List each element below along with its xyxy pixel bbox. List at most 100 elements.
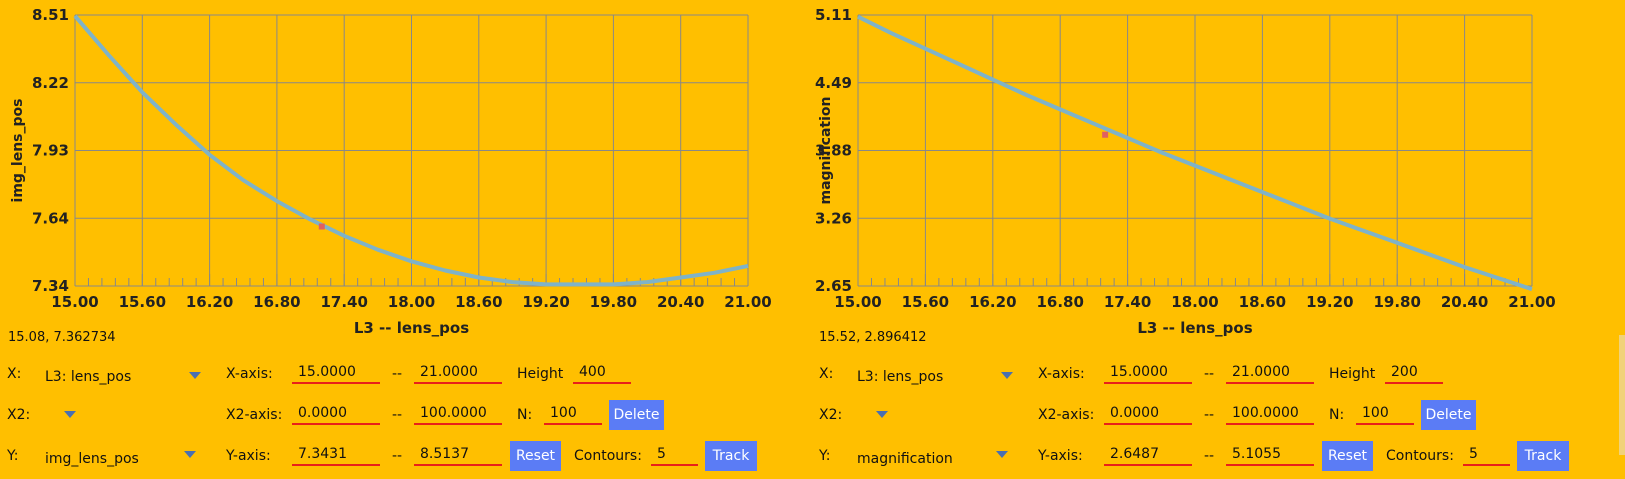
range-dash: -- bbox=[392, 366, 403, 382]
x-tick-label: 17.40 bbox=[320, 293, 367, 311]
y-select-value[interactable]: img_lens_pos bbox=[45, 451, 139, 467]
y-tick-label: 3.26 bbox=[815, 209, 852, 227]
x-tick-label: 21.00 bbox=[724, 293, 771, 311]
yaxis-label: Y-axis: bbox=[1038, 448, 1083, 464]
x-tick-label: 20.40 bbox=[1441, 293, 1488, 311]
x-tick-label: 20.40 bbox=[657, 293, 704, 311]
n-input[interactable]: 100 bbox=[544, 405, 602, 425]
yaxis-min-input[interactable]: 2.6487 bbox=[1104, 446, 1192, 466]
x-select-value[interactable]: L3: lens_pos bbox=[857, 369, 944, 385]
series-line bbox=[73, 14, 749, 287]
y-axis-label: img_lens_pos bbox=[10, 99, 26, 203]
range-dash: -- bbox=[392, 407, 403, 423]
reset-button[interactable]: Reset bbox=[510, 441, 561, 471]
img-lens-pos-chart[interactable]: 15.00 15.60 16.20 16.80 17.40 18.00 18.60 19.20… bbox=[0, 0, 790, 350]
x-select-value[interactable]: L3: lens_pos bbox=[45, 369, 132, 385]
n-input[interactable]: 100 bbox=[1356, 405, 1414, 425]
range-dash: -- bbox=[1204, 366, 1215, 382]
height-label: Height bbox=[1329, 366, 1376, 382]
y-select-chevron-down-icon[interactable] bbox=[996, 451, 1008, 458]
y-tick-label: 2.65 bbox=[815, 277, 852, 295]
series-line bbox=[857, 14, 1533, 292]
y-tick-label: 7.34 bbox=[32, 277, 69, 295]
x2axis-min-input[interactable]: 0.0000 bbox=[292, 405, 380, 425]
delete-button[interactable]: Delete bbox=[1421, 400, 1476, 430]
magnification-chart[interactable]: 15.00 15.60 16.20 16.80 17.40 18.00 18.60 19.20… bbox=[812, 0, 1602, 350]
y-tick-label: 7.64 bbox=[32, 209, 69, 227]
x-tick-label: 18.60 bbox=[1239, 293, 1286, 311]
yaxis-label: Y-axis: bbox=[226, 448, 271, 464]
xaxis-max-input[interactable]: 21.0000 bbox=[1226, 364, 1314, 384]
y-select-value[interactable]: magnification bbox=[857, 451, 953, 467]
x-tick-label: 16.80 bbox=[1036, 293, 1083, 311]
x-tick-label: 19.80 bbox=[1373, 293, 1420, 311]
y-tick-label: 8.51 bbox=[32, 6, 69, 24]
y-select-chevron-down-icon[interactable] bbox=[184, 451, 196, 458]
xaxis-min-input[interactable]: 15.0000 bbox=[1104, 364, 1192, 384]
x2axis-label: X2-axis: bbox=[226, 407, 283, 423]
y-tick-label: 3.88 bbox=[815, 142, 852, 160]
range-dash: -- bbox=[1204, 407, 1215, 423]
x-select-label: X: bbox=[7, 366, 22, 382]
vertical-scrollbar[interactable] bbox=[1619, 335, 1625, 455]
n-label: N: bbox=[517, 407, 533, 423]
x-tick-label: 19.80 bbox=[590, 293, 637, 311]
x2axis-max-input[interactable]: 100.0000 bbox=[1226, 405, 1314, 425]
yaxis-max-input[interactable]: 5.1055 bbox=[1226, 446, 1314, 466]
track-button[interactable]: Track bbox=[1517, 441, 1569, 471]
y-tick-label: 7.93 bbox=[32, 142, 69, 160]
y-tick-label: 5.11 bbox=[815, 6, 852, 24]
yaxis-max-input[interactable]: 8.5137 bbox=[414, 446, 502, 466]
x-axis-label: L3 -- lens_pos bbox=[354, 319, 469, 337]
x2-select-label: X2: bbox=[7, 407, 31, 423]
x2axis-label: X2-axis: bbox=[1038, 407, 1095, 423]
x-select-chevron-down-icon[interactable] bbox=[1001, 372, 1013, 379]
y-select-label: Y: bbox=[7, 448, 19, 464]
xaxis-min-input[interactable]: 15.0000 bbox=[292, 364, 380, 384]
height-label: Height bbox=[517, 366, 564, 382]
contours-label: Contours: bbox=[574, 448, 642, 464]
x2-select-label: X2: bbox=[819, 407, 843, 423]
range-dash: -- bbox=[1204, 448, 1215, 464]
x-select-label: X: bbox=[819, 366, 834, 382]
delete-button[interactable]: Delete bbox=[609, 400, 664, 430]
x2axis-min-input[interactable]: 0.0000 bbox=[1104, 405, 1192, 425]
range-dash: -- bbox=[392, 448, 403, 464]
x-select-chevron-down-icon[interactable] bbox=[189, 372, 201, 379]
xaxis-max-input[interactable]: 21.0000 bbox=[414, 364, 502, 384]
height-input[interactable]: 200 bbox=[1385, 364, 1443, 384]
y-axis-label: magnification bbox=[818, 96, 834, 204]
x-tick-label: 15.00 bbox=[834, 293, 881, 311]
x-tick-label: 21.00 bbox=[1508, 293, 1555, 311]
x-tick-label: 17.40 bbox=[1104, 293, 1151, 311]
track-button[interactable]: Track bbox=[705, 441, 757, 471]
x-tick-label: 18.00 bbox=[1171, 293, 1218, 311]
x-tick-label: 18.60 bbox=[455, 293, 502, 311]
right-plot-panel: 15.00 15.60 16.20 16.80 17.40 18.00 18.60 19.20… bbox=[812, 0, 1602, 479]
height-input[interactable]: 400 bbox=[573, 364, 631, 384]
x-tick-label: 16.20 bbox=[186, 293, 233, 311]
contours-input[interactable]: 5 bbox=[651, 446, 698, 466]
n-label: N: bbox=[1329, 407, 1345, 423]
xaxis-label: X-axis: bbox=[1038, 366, 1085, 382]
yaxis-min-input[interactable]: 7.3431 bbox=[292, 446, 380, 466]
y-tick-label: 4.49 bbox=[815, 74, 852, 92]
x-tick-label: 18.00 bbox=[388, 293, 435, 311]
x-tick-label: 15.60 bbox=[902, 293, 949, 311]
x-axis-label: L3 -- lens_pos bbox=[1137, 319, 1252, 337]
x-tick-label: 15.00 bbox=[51, 293, 98, 311]
x2-select-chevron-down-icon[interactable] bbox=[64, 411, 76, 418]
cursor-readout: 15.52, 2.896412 bbox=[819, 330, 927, 345]
x2axis-max-input[interactable]: 100.0000 bbox=[414, 405, 502, 425]
left-plot-panel: 15.00 15.60 16.20 16.80 17.40 18.00 18.60 19.20… bbox=[0, 0, 790, 479]
y-select-label: Y: bbox=[819, 448, 831, 464]
x-tick-label: 16.80 bbox=[253, 293, 300, 311]
y-tick-label: 8.22 bbox=[32, 74, 69, 92]
contours-input[interactable]: 5 bbox=[1463, 446, 1510, 466]
reset-button[interactable]: Reset bbox=[1322, 441, 1373, 471]
x-tick-label: 15.60 bbox=[119, 293, 166, 311]
current-point-marker bbox=[318, 223, 325, 230]
current-point-marker bbox=[1102, 131, 1109, 138]
x2-select-chevron-down-icon[interactable] bbox=[876, 411, 888, 418]
x-tick-label: 16.20 bbox=[969, 293, 1016, 311]
